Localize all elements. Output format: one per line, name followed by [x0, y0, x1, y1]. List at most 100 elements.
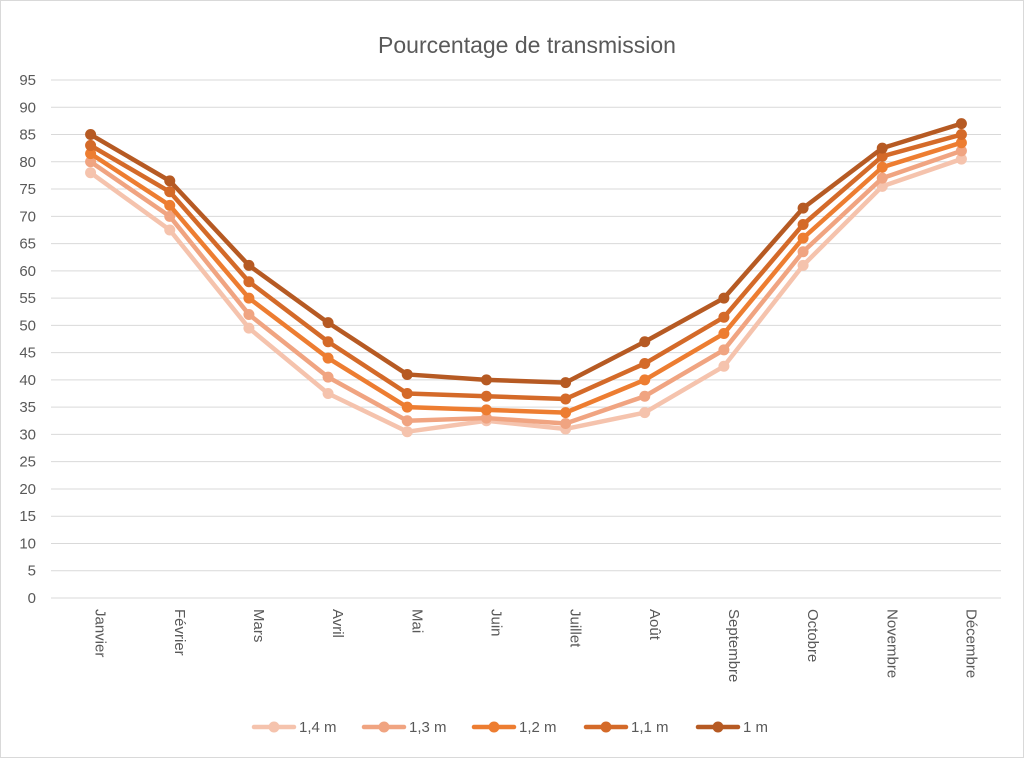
legend-label: 1,3 m	[409, 719, 447, 736]
x-tick-label: Décembre	[962, 609, 979, 678]
data-point	[243, 259, 255, 271]
data-point	[955, 118, 967, 130]
data-point	[401, 426, 413, 438]
legend-marker	[268, 721, 280, 733]
y-tick-label: 0	[28, 590, 36, 607]
data-point	[85, 129, 97, 141]
x-tick-label: Octobre	[804, 609, 821, 662]
y-tick-label: 75	[19, 181, 36, 198]
data-point	[718, 311, 730, 323]
data-point	[401, 368, 413, 380]
data-point	[322, 371, 334, 383]
series-3	[85, 129, 967, 405]
x-axis-ticks: Janvier Février Mars Avril Mai Juin Juillet Aoû…	[92, 609, 980, 682]
data-point	[639, 390, 651, 402]
data-point	[480, 390, 492, 402]
x-tick-label: Mars	[250, 609, 267, 642]
y-tick-label: 70	[19, 208, 36, 225]
legend-marker	[600, 721, 612, 733]
data-point	[797, 246, 809, 258]
legend-item-4: 1 m	[695, 719, 768, 736]
data-point	[876, 172, 888, 184]
data-point	[560, 393, 572, 405]
legend-label: 1,4 m	[299, 719, 337, 736]
data-point	[164, 199, 176, 211]
data-point	[876, 142, 888, 154]
data-point	[955, 137, 967, 149]
data-point	[164, 186, 176, 198]
data-point	[560, 407, 572, 419]
y-tick-label: 35	[19, 399, 36, 416]
y-tick-label: 55	[19, 290, 36, 307]
data-point	[876, 161, 888, 173]
data-point	[955, 145, 967, 157]
data-point	[85, 167, 97, 179]
y-tick-label: 65	[19, 236, 36, 253]
data-point	[322, 336, 334, 348]
legend: 1,4 m 1,3 m 1,2 m 1,1 m 1 m	[251, 719, 768, 736]
x-tick-label: Avril	[329, 609, 346, 638]
data-point	[955, 129, 967, 141]
data-point	[560, 418, 572, 430]
data-point	[85, 139, 97, 151]
data-point	[955, 153, 967, 165]
chart-title: Pourcentage de transmission	[378, 32, 676, 58]
data-point	[639, 336, 651, 348]
series-line	[88, 132, 964, 402]
x-tick-label: Juillet	[567, 609, 584, 648]
data-point	[243, 292, 255, 304]
data-point	[797, 202, 809, 214]
y-tick-label: 90	[19, 99, 36, 116]
data-point	[164, 210, 176, 222]
data-point	[164, 175, 176, 187]
y-tick-label: 30	[19, 426, 36, 443]
gridlines	[51, 79, 1001, 599]
y-tick-label: 15	[19, 508, 36, 525]
y-tick-label: 10	[19, 535, 36, 552]
data-point	[639, 407, 651, 419]
legend-marker	[712, 721, 724, 733]
y-tick-label: 60	[19, 263, 36, 280]
x-tick-label: Septembre	[725, 609, 742, 682]
data-point	[322, 317, 334, 329]
series-0	[85, 153, 967, 438]
y-axis-ticks: 0 5 10 15 20 25 30 35 40 45 50 55 60 65 70 75 80 85 90 95	[19, 72, 36, 607]
data-point	[164, 224, 176, 236]
data-point	[401, 388, 413, 400]
data-point	[480, 374, 492, 386]
data-point	[718, 360, 730, 372]
x-tick-label: Juin	[487, 609, 504, 637]
series-2	[85, 137, 967, 419]
data-point	[480, 404, 492, 416]
data-point	[322, 388, 334, 400]
data-point	[718, 328, 730, 340]
data-point	[876, 150, 888, 162]
data-point	[797, 218, 809, 230]
series-line	[88, 148, 964, 426]
data-point	[797, 259, 809, 271]
legend-item-0: 1,4 m	[251, 719, 337, 736]
data-point	[85, 148, 97, 160]
legend-label: 1,1 m	[631, 719, 669, 736]
legend-item-3: 1,1 m	[583, 719, 669, 736]
data-point	[243, 322, 255, 334]
y-tick-label: 25	[19, 454, 36, 471]
y-tick-label: 5	[28, 563, 36, 580]
y-tick-label: 85	[19, 127, 36, 144]
data-point	[560, 377, 572, 389]
y-tick-label: 45	[19, 345, 36, 362]
data-point	[401, 415, 413, 427]
legend-marker	[488, 721, 500, 733]
x-tick-label: Août	[646, 609, 663, 641]
data-point	[639, 374, 651, 386]
data-point	[243, 308, 255, 320]
series-lines	[85, 118, 967, 438]
x-tick-label: Février	[171, 609, 188, 656]
y-tick-label: 20	[19, 481, 36, 498]
data-point	[401, 401, 413, 413]
legend-label: 1 m	[743, 719, 768, 736]
legend-item-2: 1,2 m	[471, 719, 557, 736]
series-4	[85, 118, 967, 389]
data-point	[85, 156, 97, 168]
